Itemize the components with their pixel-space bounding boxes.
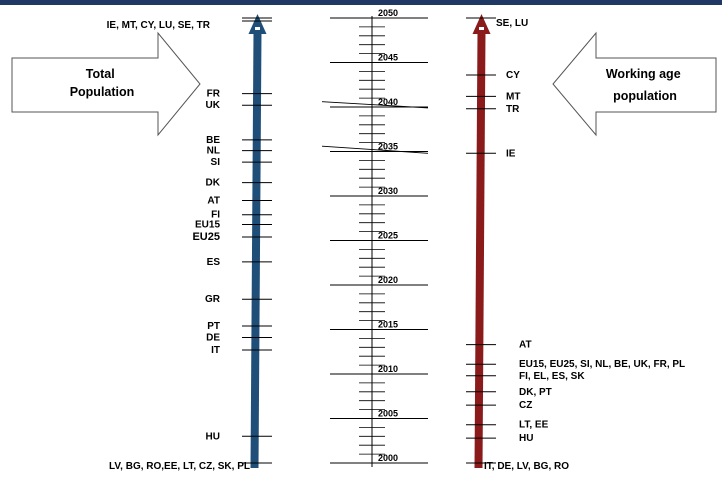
working-marker-label: TR bbox=[506, 104, 520, 115]
total-marker-label: PT bbox=[207, 321, 220, 332]
axis-year-label: 2035 bbox=[378, 142, 398, 152]
working-age-timeline: SE, LU CY MT TR IE AT EU15, EU25, SI, NL, BE, … bbox=[466, 14, 685, 472]
total-marker-label: FR bbox=[207, 89, 221, 100]
working-callout-line-1: Working age bbox=[606, 67, 681, 81]
working-marker-label: AT bbox=[519, 340, 532, 351]
axis-guide-line bbox=[321, 145, 429, 154]
axis-year-label: 2010 bbox=[378, 364, 398, 374]
total-callout-label: Total Population bbox=[70, 67, 135, 99]
total-marker-label: LV, BG, RO,EE, LT, CZ, SK, PL bbox=[109, 461, 250, 472]
total-marker-label: HU bbox=[206, 431, 220, 442]
axis-year-label: 2020 bbox=[378, 275, 398, 285]
working-age-callout: Working age population bbox=[552, 31, 717, 137]
total-marker-label: EU25 bbox=[192, 231, 220, 243]
total-callout-line-2: Population bbox=[70, 85, 135, 99]
total-arrow-head bbox=[248, 14, 267, 34]
total-arrow-head-highlight bbox=[255, 27, 260, 30]
working-arrow-head bbox=[472, 14, 491, 34]
working-marker-label: CY bbox=[506, 70, 520, 81]
working-arrow-head-highlight bbox=[479, 27, 484, 30]
total-marker-label: BE bbox=[206, 135, 220, 146]
working-arrow-shaft bbox=[474, 31, 486, 469]
working-callout-arrow-shape bbox=[552, 31, 717, 137]
top-bar bbox=[0, 0, 722, 5]
total-arrow-shaft bbox=[250, 31, 262, 469]
total-marker-label: SI bbox=[211, 157, 221, 168]
total-marker-label: IT bbox=[211, 345, 220, 356]
working-marker-label: LT, EE bbox=[519, 420, 549, 431]
total-marker-label: DK bbox=[206, 178, 221, 189]
total-population-timeline: IE, MT, CY, LU, SE, TRFRUKBENLSIDKATFIEU… bbox=[107, 14, 272, 472]
total-marker-label: ES bbox=[207, 257, 221, 268]
total-marker-label: FI bbox=[211, 210, 220, 221]
total-marker-label: GR bbox=[205, 294, 221, 305]
working-marker-label: EU15, EU25, SI, NL, BE, UK, FR, PL bbox=[519, 359, 685, 370]
axis-year-label: 2015 bbox=[378, 320, 398, 330]
working-marker-label: FI, EL, ES, SK bbox=[519, 371, 585, 382]
total-marker-label: IE, MT, CY, LU, SE, TR bbox=[107, 20, 211, 31]
axis-year-label: 2025 bbox=[378, 231, 398, 241]
total-marker-label: EU15 bbox=[195, 219, 220, 230]
axis-year-label: 2050 bbox=[378, 8, 398, 18]
working-marker-label: HU bbox=[519, 433, 533, 444]
axis-year-label: 2030 bbox=[378, 186, 398, 196]
total-marker-label: NL bbox=[207, 146, 220, 157]
working-marker-label: IT, DE, LV, BG, RO bbox=[484, 461, 569, 472]
year-axis: 2000 2005 2010 2015 2020 2025 2030 2035 2040 2045… bbox=[321, 8, 429, 467]
total-marker-label: DE bbox=[206, 333, 220, 344]
axis-year-label: 2000 bbox=[378, 453, 398, 463]
axis-year-label: 2040 bbox=[378, 97, 398, 107]
working-marker-label: SE, LU bbox=[496, 18, 528, 29]
total-population-callout: Total Population bbox=[11, 31, 201, 137]
total-marker-label: UK bbox=[206, 100, 221, 111]
working-marker-label: CZ bbox=[519, 400, 532, 411]
total-callout-line-1: Total bbox=[86, 67, 115, 81]
working-callout-line-2: population bbox=[613, 89, 677, 103]
working-marker-label: IE bbox=[506, 148, 516, 159]
axis-year-label: 2005 bbox=[378, 409, 398, 419]
total-callout-arrow-shape bbox=[11, 31, 201, 137]
total-marker-label: AT bbox=[207, 195, 220, 206]
working-marker-label: DK, PT bbox=[519, 387, 552, 398]
axis-year-label: 2045 bbox=[378, 53, 398, 63]
axis-guide-line bbox=[321, 101, 429, 109]
working-callout-label: Working age population bbox=[606, 67, 684, 103]
working-marker-label: MT bbox=[506, 91, 520, 102]
